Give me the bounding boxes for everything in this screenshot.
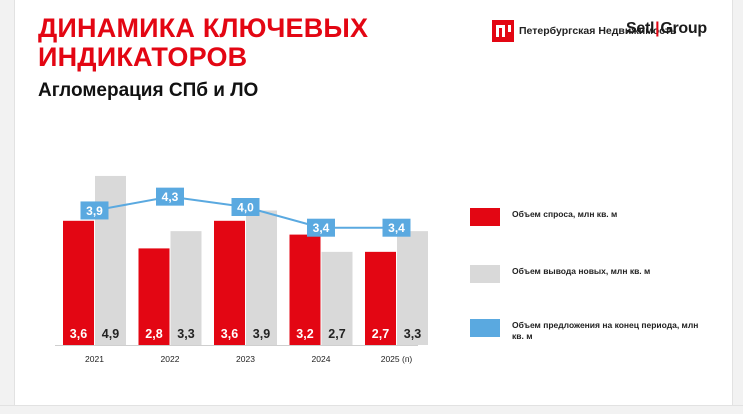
left-frame-border <box>0 0 15 414</box>
demand-bar-0 <box>63 220 94 345</box>
legend-item-offer: Объем предложения на конец периода, млн … <box>470 319 730 342</box>
offer-point-1 <box>156 187 184 206</box>
x-axis-label-4: 2025 (п) <box>381 354 413 364</box>
legend-label-demand: Объем спроса, млн кв. м <box>512 209 618 219</box>
demand-bar-1 <box>138 248 170 345</box>
page-title: ДИНАМИКА КЛЮЧЕВЫХ ИНДИКАТОРОВ <box>38 13 369 72</box>
offer-value-label-4: 3,4 <box>388 221 405 235</box>
offer-point-2 <box>231 198 260 216</box>
legend-label-offer: Объем предложения на конец периода, млн … <box>512 320 699 341</box>
right-frame-border <box>732 0 743 414</box>
offer-point-0 <box>80 201 109 220</box>
legend-label-new-supply: Объем вывода новых, млн кв. м <box>512 266 651 276</box>
legend-swatch-new-supply <box>470 265 500 283</box>
new-supply-value-label-0: 4,9 <box>102 327 119 341</box>
petersburg-realty-logo: Петербургская Недвижимость <box>492 18 677 44</box>
x-axis-label-3: 2024 <box>312 354 331 364</box>
page-subtitle: Агломерация СПб и ЛО <box>38 80 259 101</box>
new-supply-bar-2 <box>246 210 277 345</box>
demand-value-label-1: 2,8 <box>145 327 162 341</box>
demand-bar-2 <box>214 220 245 345</box>
new-supply-bar-3 <box>321 251 353 345</box>
new-supply-bar-0 <box>95 175 126 345</box>
legend-item-new-supply: Объем вывода новых, млн кв. м <box>470 265 730 283</box>
setl-logo-part1: Setl <box>626 20 655 37</box>
demand-value-label-0: 3,6 <box>70 327 87 341</box>
new-supply-value-label-1: 3,3 <box>177 327 194 341</box>
demand-value-label-2: 3,6 <box>221 327 238 341</box>
legend-swatch-demand <box>470 208 500 226</box>
offer-value-label-0: 3,9 <box>86 204 103 218</box>
new-supply-value-label-3: 2,7 <box>328 327 345 341</box>
legend-swatch-offer <box>470 319 500 337</box>
setl-group-logo: Setl|Group <box>626 20 707 38</box>
petersburg-realty-mark-icon <box>492 20 514 42</box>
new-supply-value-label-2: 3,9 <box>253 327 270 341</box>
new-supply-bar-4 <box>397 231 428 345</box>
offer-value-label-3: 3,4 <box>313 221 330 235</box>
setl-logo-separator: | <box>655 20 660 37</box>
offer-value-label-2: 4,0 <box>237 201 254 215</box>
demand-bar-3 <box>289 234 321 345</box>
x-axis-label-2: 2023 <box>236 354 255 364</box>
x-axis-label-1: 2022 <box>161 354 180 364</box>
new-supply-bar-1 <box>170 231 202 345</box>
x-axis-label-0: 2021 <box>85 354 104 364</box>
demand-bar-4 <box>365 251 396 345</box>
demand-value-label-4: 2,7 <box>372 327 389 341</box>
demand-value-label-3: 3,2 <box>296 327 313 341</box>
bottom-frame-border <box>0 405 743 414</box>
offer-value-label-1: 4,3 <box>162 190 179 204</box>
offer-point-4 <box>382 218 411 237</box>
new-supply-value-label-4: 3,3 <box>404 327 421 341</box>
legend-item-demand: Объем спроса, млн кв. м <box>470 208 730 226</box>
petersburg-realty-logo-text: Петербургская Недвижимость <box>519 25 677 37</box>
offer-point-3 <box>307 218 335 237</box>
setl-logo-part2: Group <box>660 20 707 37</box>
